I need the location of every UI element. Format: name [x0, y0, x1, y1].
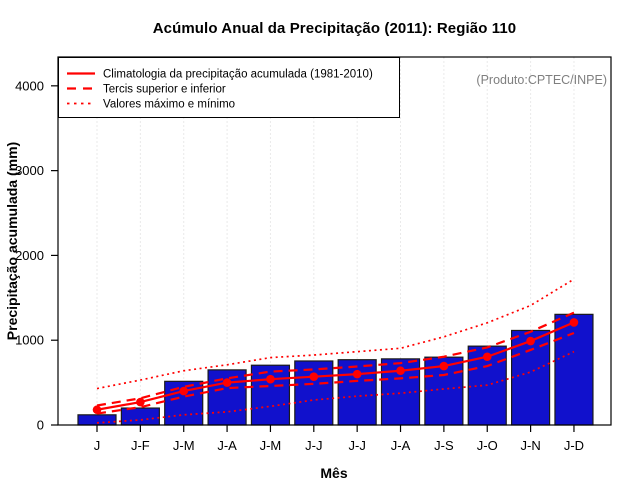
climatology-point: [266, 374, 275, 384]
y-axis-title: Precipitação acumulada (mm): [4, 142, 20, 340]
y-axis: 0 1000 2000 3000 4000: [15, 78, 58, 433]
x-tick-label: J-F: [131, 438, 150, 453]
x-tick-label: J-D: [564, 438, 584, 453]
bar: [120, 407, 160, 426]
x-tick-label: J-A: [391, 438, 411, 453]
legend: Climatologia da precipitação acumulada (…: [58, 57, 400, 118]
x-tick-label: J-S: [434, 438, 454, 453]
bars: [77, 313, 594, 426]
x-tick-label: J-M: [260, 438, 282, 453]
x-tick-label: J: [94, 438, 101, 453]
bar: [207, 369, 247, 426]
climatology-point: [309, 372, 319, 381]
x-tick-label: J-N: [520, 438, 540, 453]
producer-annotation: (Produto:CPTEC/INPE): [476, 73, 607, 87]
climatology-point: [569, 318, 579, 327]
tercil-line: [96, 331, 575, 415]
y-tick-label: 3000: [15, 163, 44, 178]
bar: [554, 313, 594, 426]
legend-label: Tercis superior e inferior: [103, 84, 226, 96]
x-tick-label: J-J: [348, 438, 365, 453]
y-tick-label: 2000: [15, 248, 44, 263]
climatology-markers: [92, 318, 579, 415]
climatology-point: [526, 336, 535, 346]
climatology-point: [439, 361, 449, 371]
climatology-line: [96, 321, 575, 411]
chart-title: Acúmulo Anual da Precipitação (2011): Re…: [152, 20, 517, 37]
legend-box: [58, 57, 400, 118]
legend-label: Climatologia da precipitação acumulada (…: [103, 69, 373, 81]
legend-label: Valores máximo e mínimo: [103, 99, 235, 111]
x-tick-label: J-M: [173, 438, 195, 453]
x-tick-label: J-J: [305, 438, 322, 453]
x-tick-label: J-A: [217, 438, 237, 453]
bar: [294, 360, 334, 426]
y-tick-label: 4000: [15, 78, 44, 93]
x-axis-title: Mês: [320, 465, 347, 481]
x-axis: J J-F J-M J-A J-M J-J J-J J-A J-S J-O J-N J-D: [94, 425, 584, 453]
climatology-point: [136, 397, 145, 407]
climatology-point: [222, 378, 232, 387]
bar: [250, 364, 291, 426]
x-tick-label: J-O: [477, 438, 498, 453]
y-tick-label: 0: [37, 418, 44, 433]
bar: [77, 414, 117, 426]
climatology-point: [352, 369, 362, 379]
y-tick-label: 1000: [15, 333, 44, 348]
climatology-point: [482, 352, 492, 362]
climatology-point: [179, 386, 189, 396]
climatology-point: [396, 366, 405, 376]
bar: [337, 359, 377, 426]
climatology-point: [92, 405, 102, 415]
tercil-line: [96, 311, 575, 407]
